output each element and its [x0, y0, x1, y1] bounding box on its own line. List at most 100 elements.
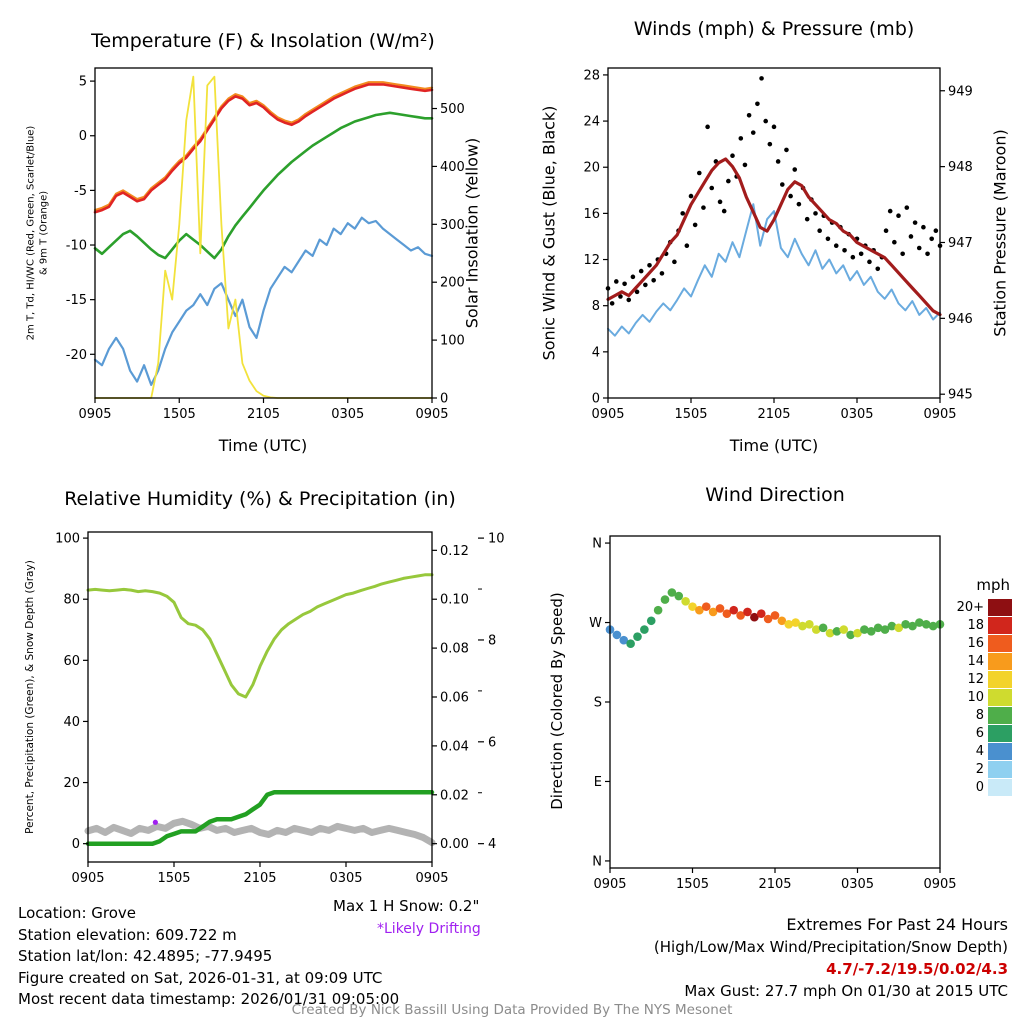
svg-text:20: 20 — [583, 161, 600, 176]
legend-color-swatch — [988, 598, 1012, 616]
svg-text:100: 100 — [55, 532, 80, 547]
svg-text:24: 24 — [583, 115, 600, 130]
chart-title-wind-direction: Wind Direction — [705, 484, 845, 506]
svg-text:200: 200 — [440, 276, 465, 291]
legend-row-label: 20+ — [956, 599, 984, 615]
ylabel-temperature-left-line2: & 9m T (Orange) — [38, 190, 50, 276]
svg-text:0.04: 0.04 — [440, 739, 469, 754]
legend-row: 16 — [946, 634, 1012, 652]
svg-text:S: S — [594, 696, 602, 711]
legend-rows: 20+ 18 16 14 12 10 8 6 4 2 0 — [946, 598, 1012, 796]
humidity-precip-plot: 0905 1505 2105 0305 0905 100 80 60 40 20 0 0.00 0.02… — [55, 531, 505, 886]
svg-text:0: 0 — [440, 392, 448, 407]
svg-text:-5: -5 — [74, 184, 87, 199]
legend-row: 20+ — [946, 598, 1012, 616]
svg-text:16: 16 — [583, 207, 600, 222]
svg-text:6: 6 — [488, 735, 496, 750]
svg-text:1505: 1505 — [676, 877, 709, 892]
legend-color-swatch — [988, 616, 1012, 634]
svg-text:0905: 0905 — [923, 407, 956, 422]
svg-text:2105: 2105 — [757, 407, 790, 422]
legend-color-swatch — [988, 760, 1012, 778]
svg-text:0305: 0305 — [840, 407, 873, 422]
legend-row: 10 — [946, 688, 1012, 706]
svg-text:4: 4 — [488, 837, 496, 852]
legend-row: 6 — [946, 724, 1012, 742]
svg-text:W: W — [589, 616, 602, 631]
ylabel-direction-left: Direction (Colored By Speed) — [548, 592, 566, 810]
legend-row-label: 6 — [975, 725, 984, 741]
svg-text:100: 100 — [440, 334, 465, 349]
legend-color-swatch — [988, 778, 1012, 796]
wind-speed-legend: mph 20+ 18 16 14 12 10 8 6 4 2 0 — [946, 576, 1012, 796]
svg-text:948: 948 — [948, 160, 973, 175]
svg-text:0905: 0905 — [78, 407, 111, 422]
svg-text:28: 28 — [583, 68, 600, 83]
svg-text:-10: -10 — [66, 239, 87, 254]
legend-row-label: 14 — [967, 653, 984, 669]
max-gust-line: Max Gust: 27.7 mph On 01/30 at 2015 UTC — [684, 982, 1008, 1000]
svg-text:500: 500 — [440, 102, 465, 117]
svg-text:0.12: 0.12 — [440, 544, 469, 559]
svg-text:0: 0 — [592, 392, 600, 407]
svg-text:947: 947 — [948, 236, 973, 251]
svg-text:0305: 0305 — [329, 871, 362, 886]
xlabel-time-left-chart: Time (UTC) — [218, 436, 308, 455]
svg-text:0905: 0905 — [591, 407, 624, 422]
legend-color-swatch — [988, 688, 1012, 706]
station-elevation: Station elevation: 609.722 m — [18, 925, 237, 944]
wind-direction-plot: 0905 1505 2105 0305 0905 N W S E N — [589, 535, 957, 892]
chart-title-humidity: Relative Humidity (%) & Precipitation (i… — [64, 488, 456, 510]
data-timestamp: Most recent data timestamp: 2026/01/31 0… — [18, 990, 400, 1008]
chart-title-temperature: Temperature (F) & Insolation (W/m²) — [91, 30, 435, 52]
svg-text:0: 0 — [79, 129, 87, 144]
svg-text:E: E — [594, 775, 602, 790]
svg-text:8: 8 — [488, 633, 496, 648]
chart-title-winds: Winds (mph) & Pressure (mb) — [633, 18, 915, 40]
svg-text:0.02: 0.02 — [440, 788, 469, 803]
svg-text:0305: 0305 — [331, 407, 364, 422]
legend-row: 4 — [946, 742, 1012, 760]
legend-color-swatch — [988, 706, 1012, 724]
legend-row-label: 16 — [967, 635, 984, 651]
legend-color-swatch — [988, 652, 1012, 670]
svg-text:0305: 0305 — [841, 877, 874, 892]
legend-color-swatch — [988, 670, 1012, 688]
legend-row: 18 — [946, 616, 1012, 634]
legend-row-label: 4 — [975, 743, 984, 759]
svg-text:8: 8 — [592, 299, 600, 314]
svg-text:945: 945 — [948, 388, 973, 403]
svg-text:N: N — [592, 537, 602, 552]
svg-text:1505: 1505 — [157, 871, 190, 886]
ylabel-temperature-left-line1: 2m T, Td, HI/WC (Red, Green, Scarlet/Blu… — [25, 125, 37, 341]
svg-text:12: 12 — [583, 253, 600, 268]
svg-text:0.10: 0.10 — [440, 593, 469, 608]
legend-row-label: 12 — [967, 671, 984, 687]
svg-text:400: 400 — [440, 160, 465, 175]
ylabel-pressure-right: Station Pressure (Maroon) — [990, 129, 1010, 337]
legend-color-swatch — [988, 634, 1012, 652]
ylabel-humidity-left: Percent, Precipitation (Green), & Snow D… — [24, 560, 36, 834]
legend-color-swatch — [988, 724, 1012, 742]
svg-text:10: 10 — [488, 532, 505, 547]
max-snow-note: Max 1 H Snow: 0.2" — [333, 897, 480, 915]
station-location: Location: Grove — [18, 904, 137, 922]
svg-text:80: 80 — [63, 593, 80, 608]
svg-text:N: N — [592, 854, 602, 869]
legend-row: 14 — [946, 652, 1012, 670]
svg-text:2105: 2105 — [758, 877, 791, 892]
svg-text:2105: 2105 — [243, 871, 276, 886]
winds-pressure-plot: 0905 1505 2105 0305 090504812162024289459469… — [583, 67, 973, 422]
likely-drifting-note: *Likely Drifting — [377, 921, 481, 937]
ylabel-insolation-right: Solar Insolation (Yellow) — [462, 137, 482, 329]
svg-text:4: 4 — [592, 345, 600, 360]
station-info: Location: Grove Station elevation: 609.7… — [18, 903, 399, 1011]
legend-title: mph — [976, 576, 1010, 594]
svg-text:0.06: 0.06 — [440, 691, 469, 706]
legend-row: 8 — [946, 706, 1012, 724]
extremes-subtitle: (High/Low/Max Wind/Precipitation/Snow De… — [653, 938, 1008, 956]
extremes-title: Extremes For Past 24 Hours — [786, 915, 1008, 934]
legend-row-label: 2 — [975, 761, 984, 777]
svg-text:-20: -20 — [66, 348, 87, 363]
